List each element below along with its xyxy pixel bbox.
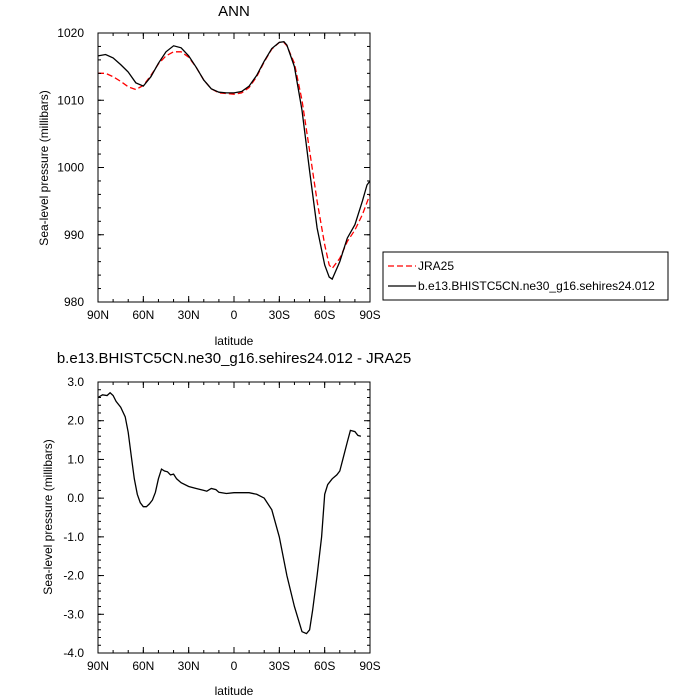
top-x-tick-label: 60N [132,308,154,322]
bottom-x-tick-label: 30N [178,659,200,673]
top-plot-area: 90N 60N 30N 0 30S 60S 90S 980 990 1000 1010 1020 [57,26,380,322]
bottom-x-tick-label: 30S [269,659,290,673]
bottom-y-tick-label: 2.0 [67,414,84,428]
bottom-x-axis-label: latitude [215,684,254,698]
legend-box [382,251,669,301]
bottom-title: b.e13.BHISTC5CN.ne30_g16.sehires24.012 -… [57,350,411,367]
top-plot-frame [97,32,371,303]
bottom-x-tick-label: 90S [359,659,380,673]
bottom-y-tick-label: -2.0 [63,569,84,583]
top-title: ANN [218,3,250,20]
top-y-ticks: 980 990 1000 1010 1020 [57,26,370,309]
top-y-axis-label: Sea-level pressure (millibars) [37,90,51,245]
legend-label-model: b.e13.BHISTC5CN.ne30_g16.sehires24.012 [418,279,655,293]
bottom-y-tick-label: 0.0 [67,491,84,505]
bottom-y-tick-label: -1.0 [63,530,84,544]
top-panel: ANN 90N 60N 30N 0 30S 60S 90S 980 990 1000 1010 10… [37,3,669,348]
top-series-group [97,41,371,281]
bottom-x-tick-label: 60N [132,659,154,673]
top-y-tick-label: 1020 [57,26,84,40]
bottom-y-axis-label: Sea-level pressure (millibars) [41,439,55,594]
top-x-tick-label: 30N [178,308,200,322]
top-series-line-0 [98,41,371,270]
top-x-tick-label: 90S [359,308,380,322]
top-x-ticks: 90N 60N 30N 0 30S 60S 90S [87,33,381,322]
bottom-y-ticks: 3.0 2.0 1.0 0.0 -1.0 -2.0 -3.0 -4.0 [63,375,370,660]
top-y-tick-label: 1000 [57,161,84,175]
top-x-tick-label: 30S [269,308,290,322]
bottom-plot-frame [97,381,371,654]
legend-label-jra25: JRA25 [418,259,454,273]
bottom-x-tick-label: 90N [87,659,109,673]
bottom-y-tick-label: -3.0 [63,607,84,621]
top-x-tick-label: 60S [314,308,335,322]
bottom-series-line-0 [97,391,362,635]
bottom-panel: b.e13.BHISTC5CN.ne30_g16.sehires24.012 -… [41,350,411,698]
bottom-x-tick-label: 60S [314,659,335,673]
bottom-y-tick-label: 1.0 [67,452,84,466]
top-x-tick-label: 90N [87,308,109,322]
top-y-tick-label: 1010 [57,93,84,107]
legend: JRA25 b.e13.BHISTC5CN.ne30_g16.sehires24… [382,251,669,301]
top-x-axis-label: latitude [215,334,254,348]
bottom-series-group [97,391,362,635]
top-y-tick-label: 990 [64,228,84,242]
bottom-x-ticks: 90N 60N 30N 0 30S 60S 90S [87,382,381,673]
bottom-plot-area: 90N 60N 30N 0 30S 60S 90S 3.0 2.0 1.0 0.0 -1.0 -2.0… [63,375,380,673]
top-x-tick-label: 0 [231,308,238,322]
bottom-y-tick-label: 3.0 [67,375,84,389]
bottom-x-tick-label: 0 [231,659,238,673]
bottom-y-tick-label: -4.0 [63,646,84,660]
top-y-tick-label: 980 [64,295,84,309]
top-series-line-1 [97,41,371,281]
